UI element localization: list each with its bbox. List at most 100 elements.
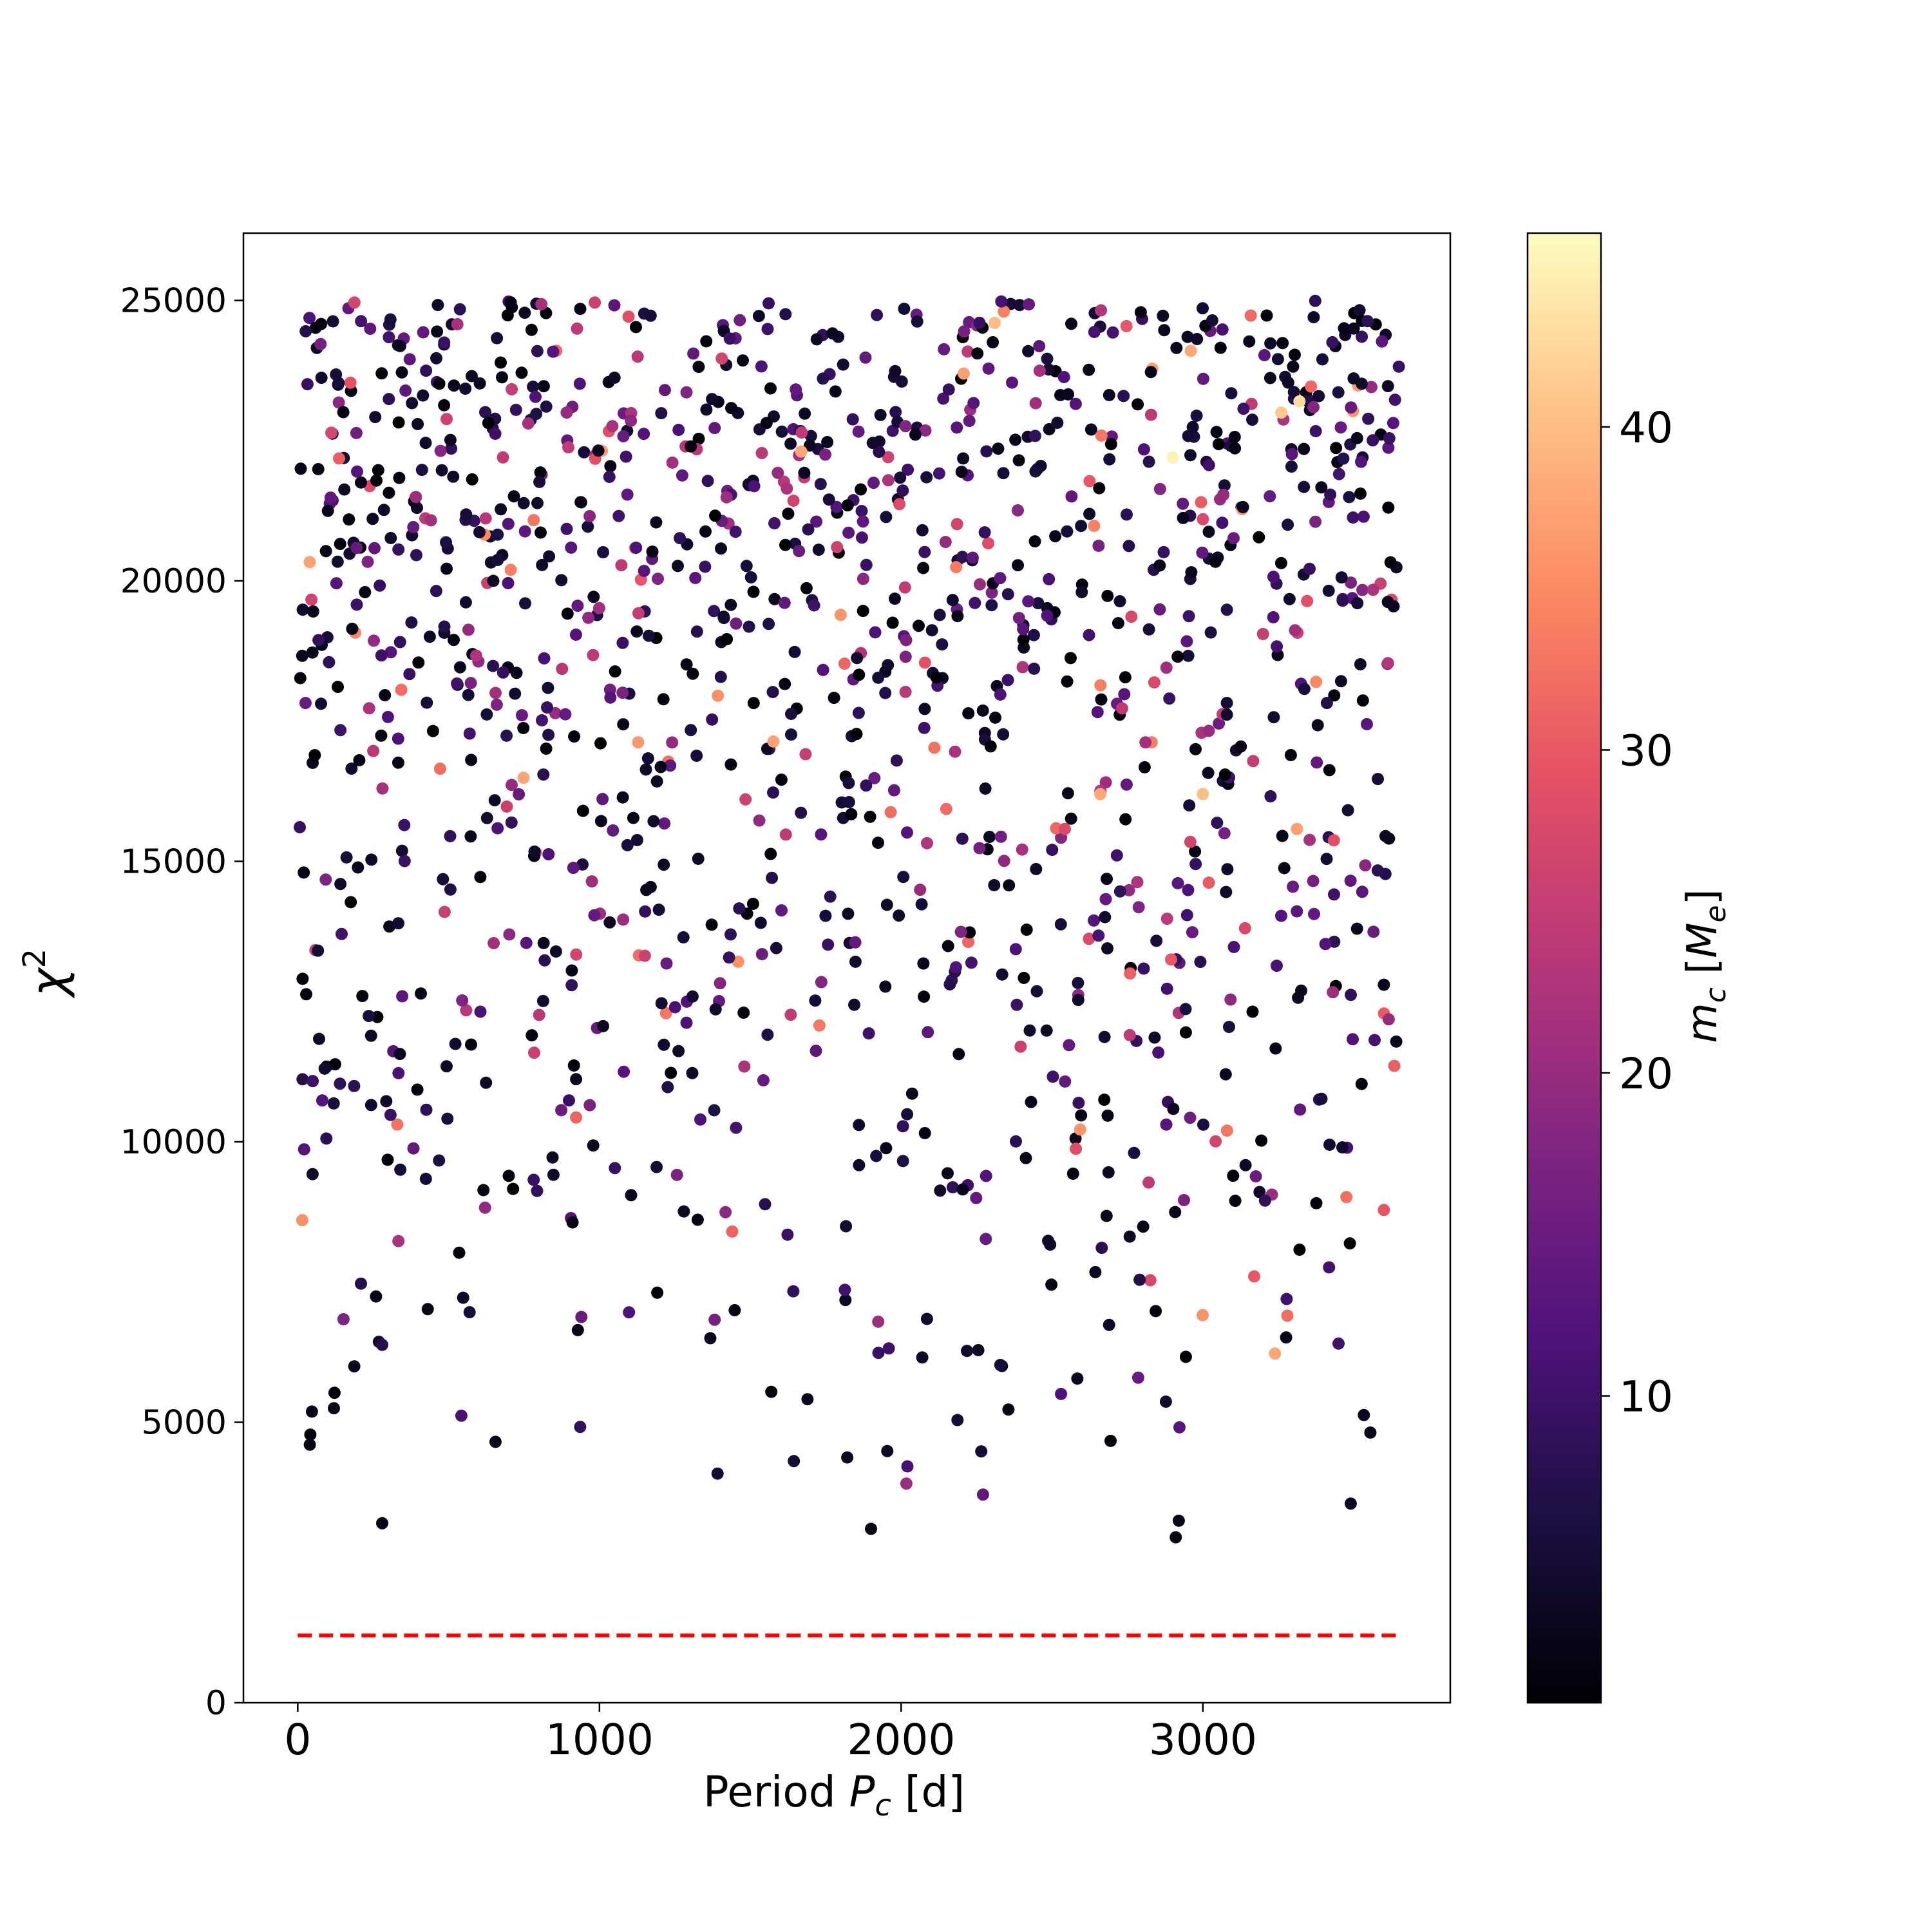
- scatter-point: [1287, 386, 1300, 399]
- scatter-point: [893, 909, 905, 922]
- scatter-point: [1291, 822, 1303, 835]
- scatter-point: [473, 377, 486, 390]
- scatter-point: [842, 796, 855, 808]
- scatter-point: [623, 1306, 636, 1319]
- scatter-point: [842, 777, 855, 790]
- scatter-point: [1358, 1408, 1370, 1421]
- scatter-point: [1017, 623, 1030, 636]
- scatter-point: [666, 456, 679, 469]
- scatter-point: [1180, 635, 1193, 648]
- scatter-point: [1285, 448, 1298, 460]
- scatter-point: [583, 510, 596, 522]
- scatter-point: [976, 704, 989, 717]
- scatter-point: [306, 1168, 319, 1180]
- scatter-point: [305, 593, 318, 606]
- scatter-point: [603, 471, 616, 483]
- scatter-point: [1276, 337, 1289, 350]
- scatter-point: [1092, 929, 1105, 942]
- scatter-point: [1010, 1135, 1022, 1148]
- scatter-point: [328, 1387, 341, 1399]
- scatter-point: [435, 464, 448, 477]
- scatter-point: [1368, 1034, 1381, 1046]
- scatter-point: [1362, 412, 1375, 425]
- scatter-point: [294, 821, 306, 833]
- scatter-point: [918, 703, 931, 715]
- scatter-point: [1070, 1142, 1083, 1155]
- scatter-point: [1144, 408, 1157, 421]
- scatter-point: [519, 597, 531, 610]
- scatter-point: [880, 898, 893, 911]
- scatter-point: [506, 779, 518, 791]
- scatter-point: [701, 475, 714, 488]
- scatter-point: [936, 638, 949, 651]
- scatter-point: [500, 800, 513, 813]
- scatter-point: [431, 325, 444, 338]
- scatter-point: [1012, 504, 1024, 516]
- scatter-point: [536, 558, 549, 571]
- scatter-point: [383, 331, 395, 344]
- scatter-point: [1051, 417, 1064, 429]
- scatter-point: [871, 308, 884, 321]
- scatter-point: [787, 495, 800, 507]
- scatter-point: [966, 551, 979, 564]
- scatter-point: [377, 504, 390, 516]
- scatter-point: [841, 1451, 854, 1464]
- scatter-point: [421, 1303, 434, 1316]
- scatter-point: [417, 326, 430, 339]
- x-tick-label: 2000: [847, 1715, 955, 1765]
- scatter-point: [474, 871, 487, 884]
- scatter-point: [1267, 711, 1280, 724]
- scatter-point: [1131, 876, 1144, 889]
- scatter-point: [1287, 880, 1300, 893]
- scatter-point: [622, 310, 635, 323]
- scatter-point: [1210, 426, 1223, 439]
- scatter-point: [764, 848, 777, 860]
- scatter-point: [1182, 610, 1195, 623]
- scatter-point: [1216, 516, 1229, 529]
- scatter-point: [1171, 650, 1184, 663]
- scatter-point: [1071, 1372, 1084, 1385]
- y-tick-label: 15000: [120, 843, 227, 882]
- scatter-point: [918, 545, 931, 558]
- scatter-point: [561, 607, 574, 620]
- scatter-point: [1347, 322, 1360, 335]
- scatter-point: [708, 422, 721, 435]
- scatter-point: [1181, 330, 1194, 343]
- scatter-point: [630, 834, 643, 846]
- scatter-point: [1196, 546, 1209, 559]
- scatter-point: [942, 940, 954, 952]
- scatter-point: [952, 1048, 965, 1061]
- scatter-point: [1075, 586, 1088, 598]
- scatter-point: [853, 1119, 866, 1132]
- scatter-point: [489, 428, 502, 440]
- scatter-point: [930, 671, 943, 684]
- scatter-point: [337, 406, 350, 419]
- scatter-point: [1309, 425, 1322, 437]
- scatter-point: [1202, 876, 1215, 889]
- scatter-point: [1237, 402, 1250, 415]
- scatter-point: [860, 558, 873, 571]
- scatter-point: [660, 957, 673, 970]
- scatter-point: [474, 1005, 487, 1018]
- scatter-point: [655, 997, 668, 1010]
- scatter-point: [980, 1233, 992, 1245]
- scatter-point: [315, 317, 328, 330]
- scatter-point: [1177, 497, 1189, 510]
- scatter-point: [419, 1173, 432, 1185]
- scatter-point: [394, 1163, 407, 1176]
- scatter-point: [298, 1143, 310, 1156]
- scatter-point: [942, 383, 955, 396]
- scatter-point: [1001, 674, 1014, 687]
- scatter-point: [795, 445, 808, 458]
- scatter-point: [502, 577, 515, 589]
- scatter-point: [737, 1007, 750, 1019]
- scatter-point: [1343, 1237, 1356, 1250]
- scatter-point: [838, 658, 851, 670]
- scatter-point: [571, 322, 583, 335]
- scatter-point: [1065, 652, 1077, 665]
- scatter-point: [900, 1477, 913, 1490]
- scatter-point: [351, 465, 363, 478]
- scatter-point: [1103, 453, 1116, 466]
- scatter-point: [529, 390, 542, 403]
